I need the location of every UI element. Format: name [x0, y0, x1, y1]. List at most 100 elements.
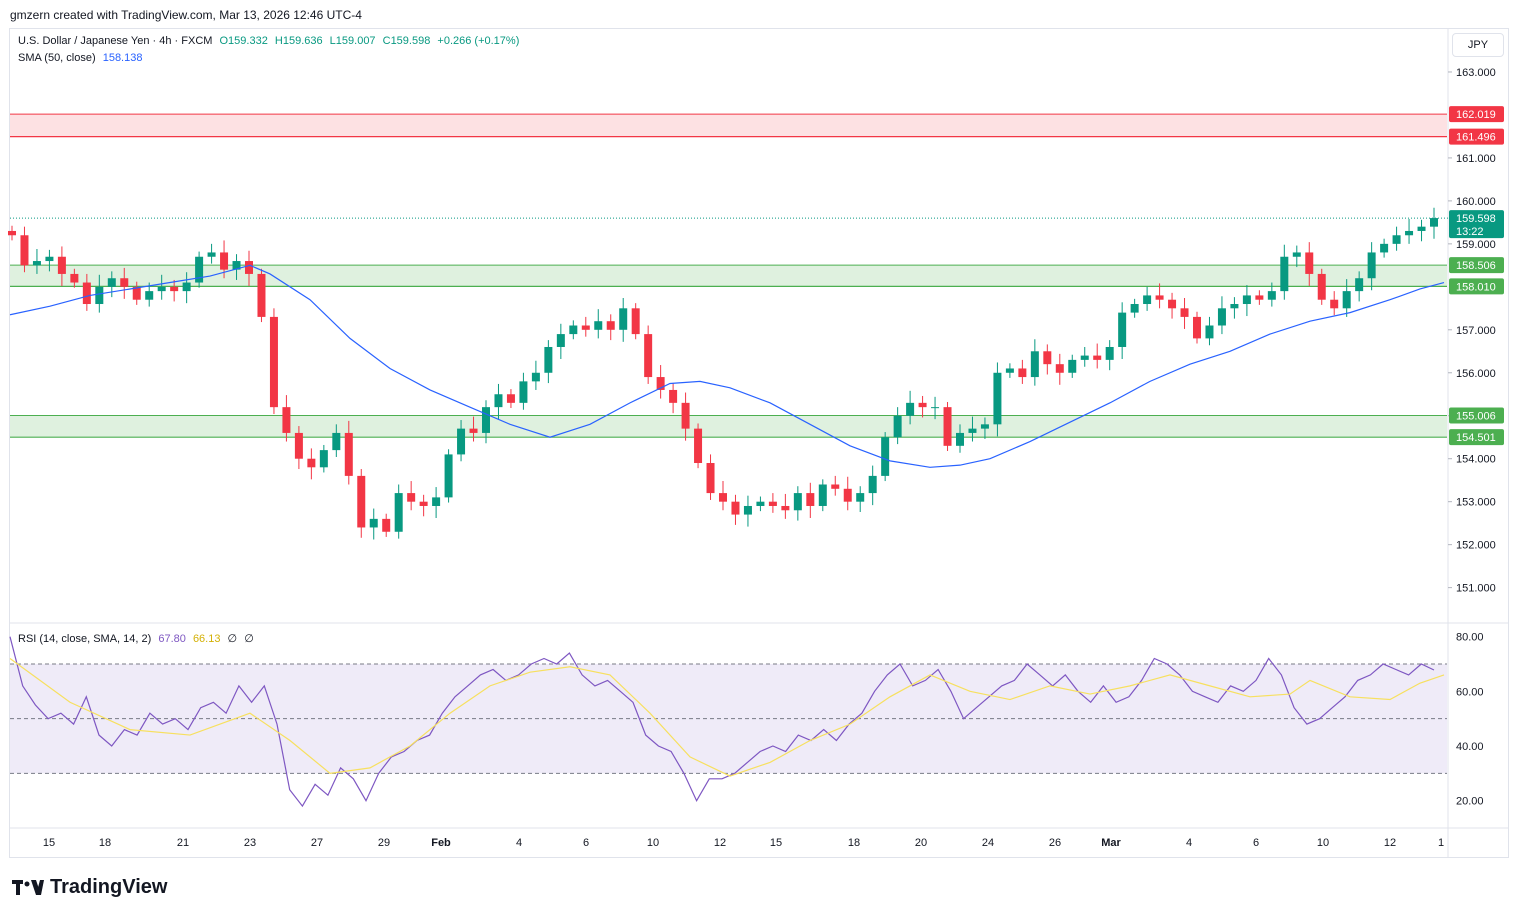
- candle-up: [931, 407, 940, 409]
- sma-value: 158.138: [102, 52, 143, 64]
- candle-up: [594, 321, 603, 330]
- candle-up: [980, 424, 989, 429]
- candle-down: [806, 493, 815, 506]
- rsi-panel: 80.00 60.00 40.00 20.00: [9, 632, 1484, 808]
- candle-down: [220, 252, 229, 270]
- time-tick-label: 15: [43, 837, 55, 849]
- price-tick-label: 163.000: [1456, 67, 1496, 79]
- candle-down: [57, 256, 66, 274]
- resistance-zone: [10, 114, 1447, 137]
- rsi-sma-value: 66.13: [192, 633, 221, 645]
- candle-up: [1118, 312, 1127, 347]
- candle-up: [881, 437, 890, 476]
- candle-down: [631, 308, 640, 335]
- time-tick-label: 26: [1049, 837, 1061, 849]
- time-tick-label: 1: [1438, 837, 1444, 849]
- candle-up: [993, 372, 1002, 425]
- sma-legend: SMA (50, close) 158.138: [18, 52, 146, 64]
- sma-label: SMA (50, close): [18, 52, 96, 64]
- time-tick-label: 20: [915, 837, 927, 849]
- price-tick-label: 157.000: [1456, 325, 1496, 337]
- time-tick-label: 4: [516, 837, 522, 849]
- candle-up: [432, 497, 441, 506]
- candle-up: [1105, 346, 1114, 360]
- candle-down: [1155, 295, 1164, 300]
- brand-name: TradingView: [50, 876, 168, 898]
- time-tick-label: 24: [982, 837, 994, 849]
- candle-down: [943, 407, 952, 446]
- candle-down: [8, 230, 16, 236]
- candle-up: [1217, 308, 1226, 326]
- rsi-extra-2: ∅: [244, 633, 254, 645]
- current-price-label: 159.598: [1456, 213, 1496, 225]
- candle-up: [544, 346, 553, 373]
- candle-up: [107, 278, 116, 287]
- candle-down: [407, 493, 416, 502]
- time-tick-label: Mar: [1101, 837, 1121, 849]
- candle-up: [893, 415, 902, 438]
- candle-down: [656, 377, 665, 390]
- candle-up: [619, 308, 628, 330]
- candle-down: [644, 334, 653, 378]
- ohlc-open: O159.332: [219, 35, 268, 47]
- support-price-tag-label: 155.006: [1456, 410, 1496, 422]
- time-tick-label: 27: [311, 837, 323, 849]
- candle-down: [120, 278, 129, 287]
- resistance-price-tag: [1449, 106, 1504, 123]
- resistance-price-tag: [1449, 128, 1504, 145]
- support-zone: [10, 415, 1447, 438]
- candle-up: [1080, 355, 1089, 360]
- candle-up: [157, 286, 166, 292]
- candle-down: [70, 273, 79, 283]
- support-price-tag-label: 158.506: [1456, 260, 1496, 272]
- brand[interactable]: TradingView: [12, 876, 167, 899]
- candle-up: [32, 261, 41, 266]
- price-tick-label: 152.000: [1456, 540, 1496, 552]
- candle-up: [369, 518, 378, 528]
- candle-down: [257, 273, 266, 317]
- rsi-value: 67.80: [158, 633, 186, 645]
- candle-up: [1292, 252, 1301, 257]
- rsi-label: RSI (14, close, SMA, 14, 2): [18, 633, 152, 645]
- candle-up: [457, 428, 466, 455]
- ohlc-close: C159.598: [382, 35, 431, 47]
- support-price-tag: [1449, 257, 1504, 274]
- resistance-price-tag-label: 161.496: [1456, 132, 1496, 144]
- candle-up: [1143, 295, 1152, 305]
- candle-down: [831, 484, 840, 489]
- candle-up: [793, 493, 802, 511]
- symbol-legend: U.S. Dollar / Japanese Yen · 4h · FXCM O…: [18, 35, 523, 47]
- candle-up: [1130, 304, 1139, 313]
- countdown-label: 13:22: [1456, 226, 1484, 238]
- time-tick-label: 10: [647, 837, 659, 849]
- candle-down: [344, 432, 353, 476]
- candle-up: [956, 432, 964, 446]
- candle-down: [781, 505, 790, 511]
- candle-down: [731, 501, 740, 515]
- candle-up: [818, 484, 827, 506]
- currency-button[interactable]: JPY: [1452, 33, 1504, 57]
- candle-down: [768, 501, 777, 506]
- candle-up: [394, 493, 403, 532]
- time-tick-label: 6: [583, 837, 589, 849]
- candle-down: [357, 475, 366, 528]
- attribution-text: gmzern created with TradingView.com, Mar…: [10, 8, 362, 22]
- candle-down: [1317, 273, 1326, 300]
- time-tick-label: 6: [1253, 837, 1259, 849]
- price-axis: 163.000 161.000 160.000 159.000 157.000 156.0…: [1448, 67, 1504, 595]
- candle-up: [1417, 226, 1426, 231]
- candle-up: [1367, 252, 1376, 279]
- candle-up: [319, 450, 328, 468]
- candle-up: [1005, 368, 1014, 373]
- rsi-extra-1: ∅: [227, 633, 238, 645]
- rsi-tick-label: 80.00: [1456, 632, 1484, 644]
- candle-down: [506, 394, 515, 403]
- candle-up: [232, 261, 241, 270]
- candle-down: [1055, 364, 1064, 373]
- candle-up: [207, 252, 216, 257]
- rsi-tick-label: 60.00: [1456, 686, 1484, 698]
- price-tick-label: 161.000: [1456, 153, 1496, 165]
- price-change: +0.266 (+0.17%): [437, 35, 520, 47]
- time-tick-label: 10: [1317, 837, 1329, 849]
